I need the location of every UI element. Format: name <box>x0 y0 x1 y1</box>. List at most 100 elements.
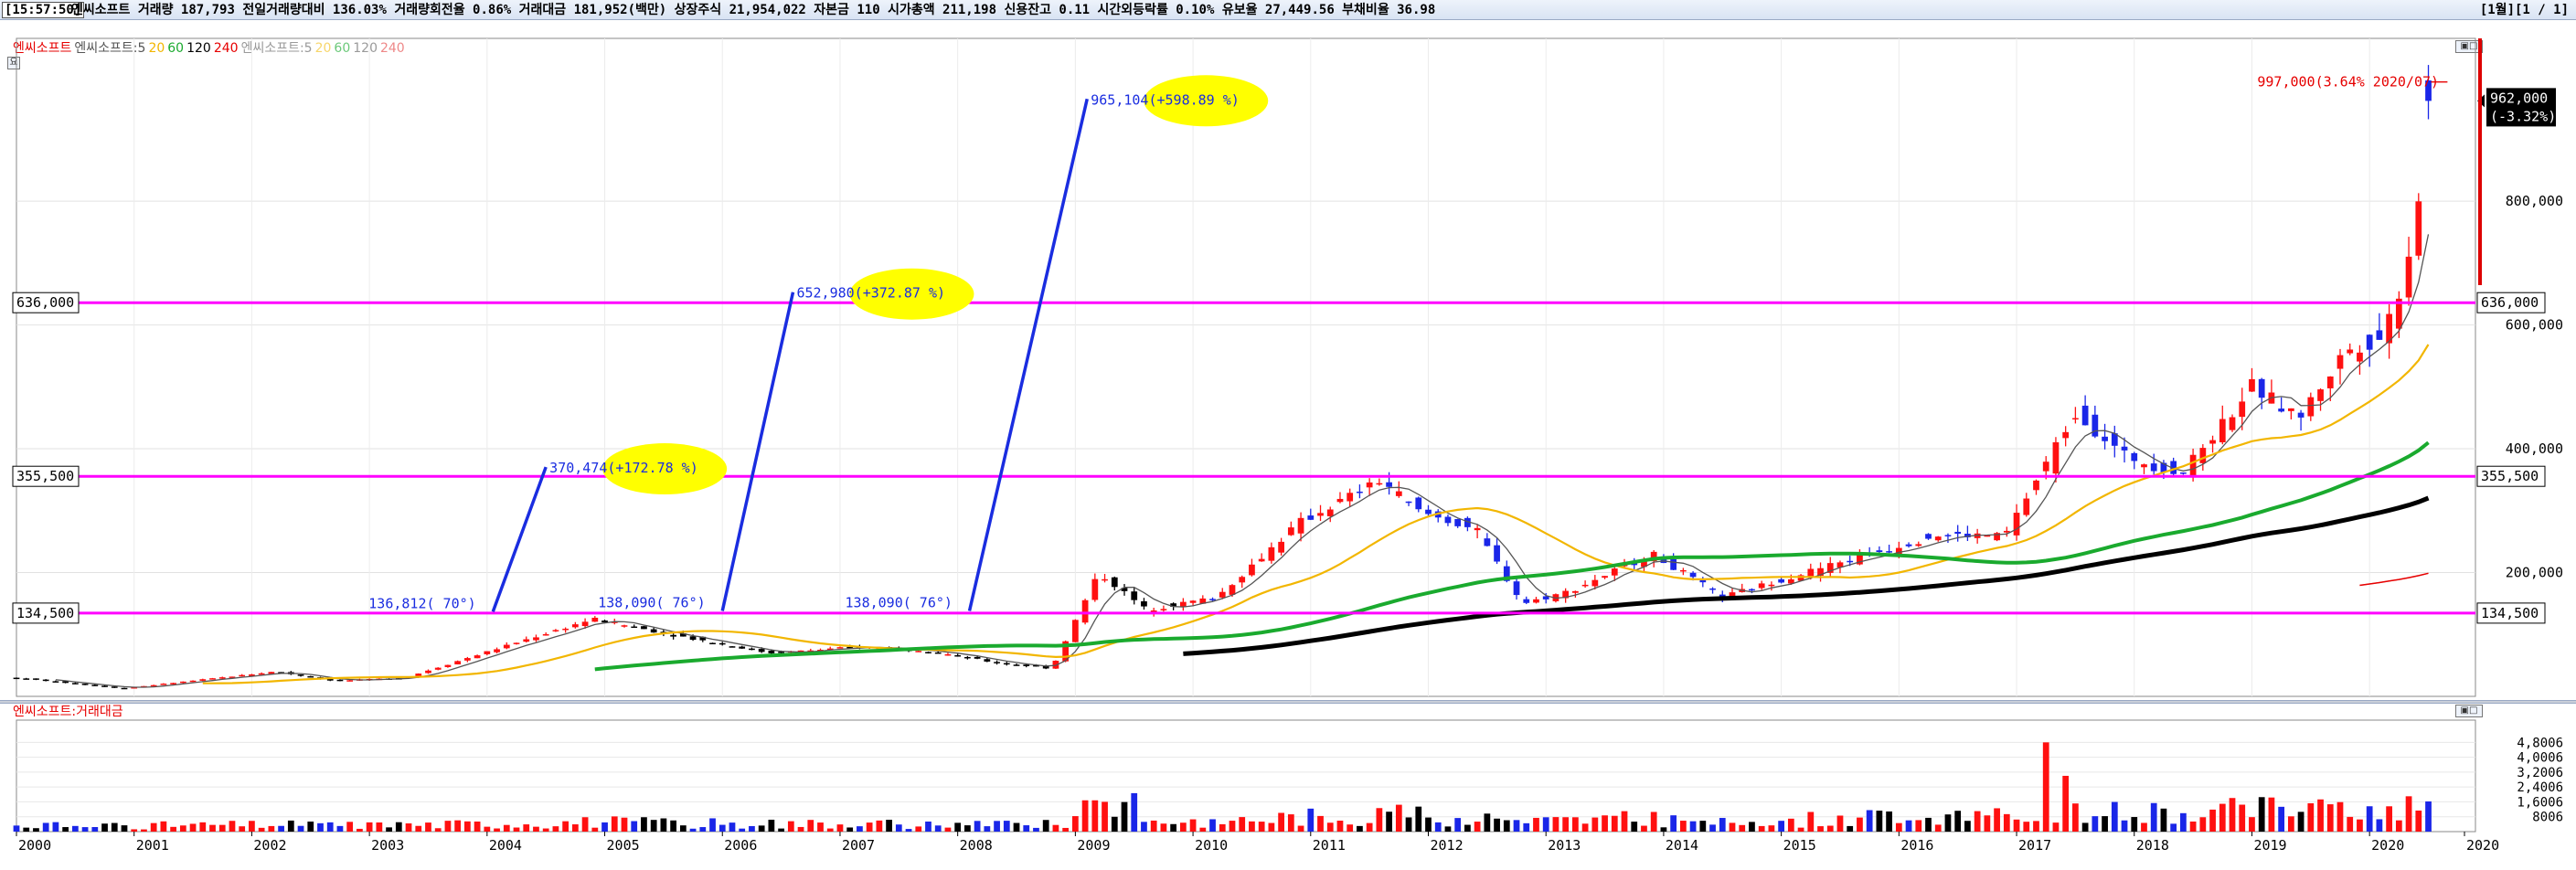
candle-body <box>1102 578 1108 581</box>
candle <box>552 629 559 632</box>
candle-body <box>1484 538 1491 546</box>
candle <box>739 645 746 650</box>
volume-bar <box>1621 811 1628 832</box>
candle-body <box>974 656 981 659</box>
candle-body <box>552 630 559 631</box>
support-label: 636,000 636,000 <box>12 292 2546 313</box>
candle <box>1317 504 1324 522</box>
volume-bar <box>307 822 314 832</box>
candle <box>2081 395 2089 426</box>
candle-body <box>1749 589 1755 591</box>
candle-body <box>1415 497 1422 510</box>
candle-body <box>23 678 30 680</box>
candle <box>1513 578 1520 600</box>
candle-body <box>631 626 638 629</box>
legend-entry: 엔씨소프트 <box>13 41 72 56</box>
candle <box>1111 576 1118 591</box>
volume-bar <box>2287 816 2294 832</box>
volume-maximize-icon[interactable]: ▣□ <box>2455 705 2483 717</box>
candle <box>915 650 922 652</box>
x-tick-label: 2004 <box>489 837 522 854</box>
candle <box>1347 488 1354 507</box>
x-tick-label: 2001 <box>136 837 169 854</box>
volume-bar <box>229 821 236 832</box>
volume-bar <box>131 829 138 832</box>
candle <box>621 624 628 628</box>
volume-bar <box>944 827 952 832</box>
candle-body <box>925 652 931 653</box>
volume-bar <box>2092 816 2099 832</box>
volume-bar <box>1826 825 1834 832</box>
volume-bar <box>1905 820 1912 832</box>
candle-body <box>1679 569 1687 572</box>
x-tick-label: 2020 <box>2371 837 2404 854</box>
candle-body <box>2092 414 2099 437</box>
volume-tick-label: 1,6006 <box>2517 795 2563 810</box>
candle-body <box>1189 600 1197 603</box>
candle-body <box>562 628 569 631</box>
x-tick-label: 2000 <box>18 837 51 854</box>
volume-bar <box>1542 817 1549 832</box>
candle-body <box>2249 378 2255 392</box>
volume-bar <box>895 824 902 832</box>
x-tick-label: 2012 <box>1430 837 1463 854</box>
volume-bar <box>1121 801 1128 832</box>
candle-body <box>1179 601 1187 608</box>
candle-body <box>2336 355 2344 369</box>
candle <box>2347 343 2354 355</box>
volume-bar <box>1102 801 1108 832</box>
volume-bar <box>179 825 186 832</box>
candle-body <box>1249 564 1255 576</box>
trend-end-label: 652,980(+372.87 %) <box>796 285 945 302</box>
candle <box>641 625 647 630</box>
volume-bar <box>1464 824 1471 832</box>
candle <box>218 676 226 680</box>
volume-bar <box>434 828 442 832</box>
candle-body <box>1160 609 1167 610</box>
volume-bar <box>1778 821 1784 832</box>
candle-body <box>2111 433 2118 446</box>
candle <box>729 645 736 648</box>
price-pane[interactable]: 요 ▣□ 엔씨소프트 엔씨소프트:5 20 60 120 240 엔씨소프트:5 20 60 12… <box>0 20 2576 700</box>
candle-body <box>2160 462 2167 473</box>
candle <box>1679 568 1687 576</box>
volume-bar <box>1258 822 1265 832</box>
volume-bar <box>287 820 294 832</box>
volume-bar <box>2033 821 2039 832</box>
candle <box>503 642 510 650</box>
page-indicator[interactable]: [1월][1 / 1] <box>2479 3 2569 17</box>
candle-body <box>1091 578 1099 600</box>
candle <box>2219 405 2226 445</box>
candle-body <box>670 634 676 637</box>
candle <box>2003 526 2010 537</box>
candle <box>1307 508 1315 521</box>
candle-body <box>1042 665 1049 669</box>
pane-divider[interactable] <box>0 700 2576 704</box>
candle <box>1131 587 1138 605</box>
volume-bar <box>1474 822 1481 832</box>
candle <box>2179 472 2187 475</box>
candle-body <box>797 650 804 652</box>
candle-body <box>415 674 422 678</box>
volume-bar <box>523 824 530 832</box>
legend-entry: 60 <box>334 41 351 56</box>
volume-bar <box>1434 822 1442 832</box>
volume-tick-label: 4,8006 <box>2517 736 2563 750</box>
ma-line-20 <box>202 344 2430 684</box>
candle-body <box>542 633 549 636</box>
candle <box>571 621 579 629</box>
candle-body <box>2003 530 2010 533</box>
volume-bar <box>1602 815 1608 832</box>
volume-bar <box>2258 797 2265 832</box>
candle <box>484 651 491 656</box>
volume-bar <box>1071 816 1079 832</box>
volume-bar <box>1866 810 1873 832</box>
candle <box>2258 377 2265 409</box>
volume-bar <box>1709 824 1716 832</box>
candle-body <box>160 684 167 685</box>
last-price-change: (-3.32%) <box>2490 108 2556 124</box>
candle-body <box>650 629 657 633</box>
candle-body <box>2405 256 2412 298</box>
